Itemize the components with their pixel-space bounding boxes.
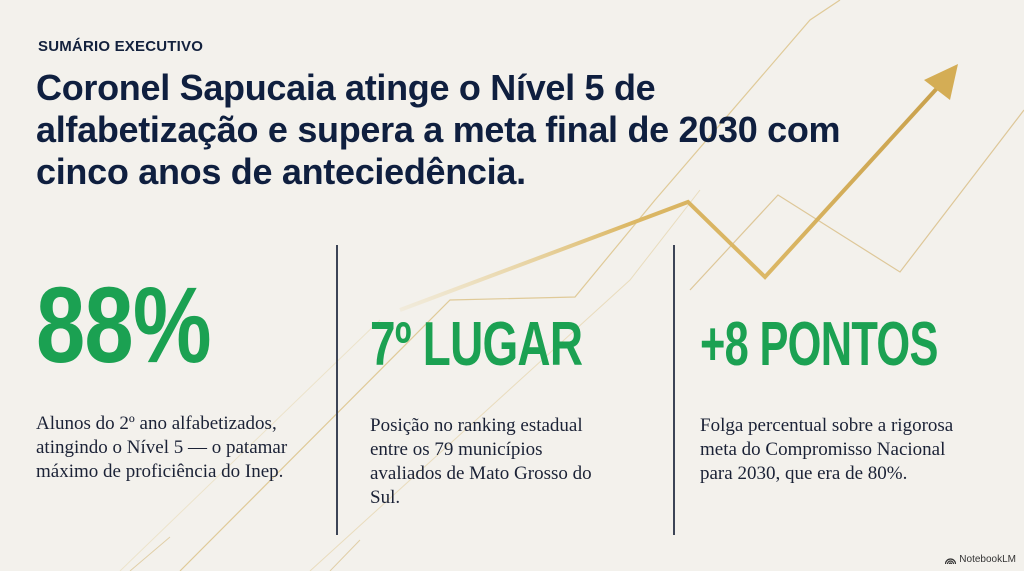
stat-value: +8 PONTOS [700, 310, 938, 379]
stat-description: Folga percentual sobre a rigorosa meta d… [700, 415, 954, 484]
stat-card-points: +8 PONTOS Folga percentual sobre a rigor… [700, 305, 1000, 486]
section-eyebrow: SUMÁRIO EXECUTIVO [38, 38, 204, 55]
stat-value: 88% [36, 264, 212, 385]
growth-arrow [399, 83, 942, 312]
arrowhead-icon [924, 64, 958, 100]
notebooklm-icon [945, 557, 957, 564]
page-title: Coronel Sapucaia atinge o Nível 5 de alf… [36, 67, 841, 192]
stat-description: Posição no ranking estadual entre os 79 … [370, 415, 592, 508]
column-divider [336, 245, 338, 535]
stat-description: Alunos do 2º ano alfabetizados, atingind… [36, 413, 288, 482]
column-divider [673, 245, 675, 535]
stat-value: 7º LUGAR [370, 310, 583, 379]
stat-card-literacy: 88% Alunos do 2º ano alfabetizados, atin… [36, 250, 316, 484]
watermark-label: NotebookLM [959, 554, 1016, 565]
watermark: NotebookLM [945, 554, 1016, 565]
stat-card-ranking: 7º LUGAR Posição no ranking estadual ent… [370, 305, 650, 510]
